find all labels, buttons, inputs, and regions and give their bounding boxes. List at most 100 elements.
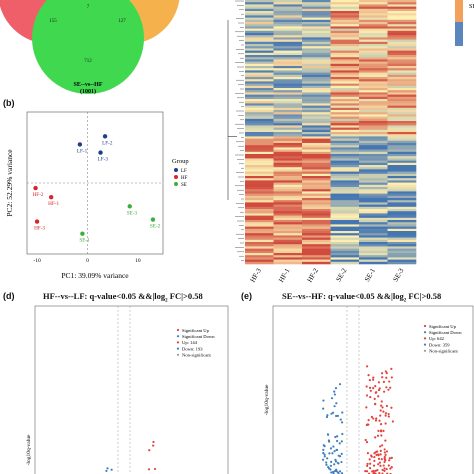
heatmap-cell — [359, 15, 388, 18]
heatmap-cell — [387, 189, 417, 192]
heatmap-cell — [359, 66, 388, 69]
heatmap-cell — [330, 239, 360, 243]
heatmap-cell — [273, 77, 303, 80]
heatmap-cell — [273, 136, 303, 139]
heatmap-cell — [330, 103, 360, 106]
heatmap-cell — [273, 118, 303, 122]
heatmap-cell — [330, 261, 360, 265]
heatmap-cell — [387, 156, 417, 159]
heatmap-cell — [359, 116, 388, 120]
volcano-point — [377, 453, 380, 456]
volcano-point — [377, 463, 380, 466]
heatmap-cell — [245, 136, 274, 139]
volcano-point — [106, 467, 109, 470]
heatmap-cell — [302, 101, 331, 104]
heatmap-cell — [359, 189, 388, 192]
heatmap-cell — [359, 17, 388, 21]
volcano-point — [332, 445, 335, 448]
heatmap-cell — [273, 158, 303, 161]
heatmap-cell — [359, 204, 388, 208]
heatmap-cell — [273, 94, 303, 98]
heatmap-cell — [302, 90, 331, 93]
heatmap-cell — [245, 57, 274, 60]
pca-xtick-label: 0 — [86, 258, 89, 264]
volcano-point — [377, 429, 380, 432]
heatmap-cell — [245, 202, 274, 205]
heatmap-cell — [387, 118, 417, 122]
heatmap-cell — [245, 259, 274, 263]
heatmap-cell — [273, 228, 303, 232]
heatmap-cell — [330, 147, 360, 150]
heatmap-cell — [245, 24, 274, 27]
heatmap-cell — [273, 191, 303, 194]
volcano-point — [335, 402, 338, 405]
heatmap-cell — [273, 101, 303, 104]
pca-point — [80, 231, 85, 236]
pca-legend-swatch — [174, 168, 178, 172]
heatmap-cell — [359, 74, 388, 78]
volcano-point — [333, 450, 336, 453]
pca-point-label: HF-1 — [48, 201, 59, 207]
heatmap-cell — [302, 239, 331, 243]
heatmap-cell — [330, 140, 360, 144]
heatmap-cell — [359, 88, 388, 91]
heatmap-cell — [302, 125, 331, 128]
heatmap-cell — [387, 257, 417, 260]
heatmap-cell — [359, 90, 388, 93]
heatmap-cell — [359, 224, 388, 227]
heatmap-cell — [359, 235, 388, 238]
volcano-point — [335, 414, 338, 418]
heatmap-cell — [387, 143, 417, 146]
heatmap-cell — [302, 88, 331, 91]
heatmap-cell — [302, 187, 331, 190]
heatmap-cell — [245, 81, 274, 84]
volcano-point — [384, 459, 387, 462]
heatmap-cell — [273, 154, 303, 157]
heatmap-cell — [273, 147, 303, 150]
volcano-point — [110, 468, 113, 471]
heatmap-cell — [245, 96, 274, 100]
heatmap-cell — [245, 209, 274, 212]
heatmap-cell — [273, 63, 303, 67]
heatmap-cell — [387, 206, 417, 210]
heatmap-cell — [359, 250, 388, 254]
heatmap-cell — [387, 83, 417, 87]
heatmap-cell — [359, 195, 388, 199]
heatmap-cell — [359, 228, 388, 232]
volcano-point — [365, 385, 368, 388]
heatmap-cell — [245, 127, 274, 131]
heatmap-cell — [302, 28, 331, 32]
heatmap-column-label: SE-1 — [363, 267, 377, 284]
volcano-point — [340, 421, 344, 424]
heatmap-cell — [330, 259, 360, 263]
volcano-legend-swatch — [423, 343, 427, 346]
heatmap-cell — [359, 145, 388, 148]
heatmap-cell — [330, 171, 360, 175]
heatmap-cell — [359, 129, 388, 133]
heatmap-cell — [302, 228, 331, 232]
heatmap-cell — [387, 134, 417, 137]
volcano-point — [367, 374, 370, 377]
heatmap-cell — [330, 112, 360, 115]
heatmap-cell — [359, 81, 388, 84]
heatmap-cell — [330, 228, 360, 232]
heatmap-cell — [359, 59, 388, 62]
heatmap-cell — [359, 169, 388, 172]
heatmap-cell — [302, 15, 331, 18]
heatmap-cell — [387, 178, 417, 181]
heatmap-cell — [273, 237, 303, 241]
pca-point-label: LF-3 — [98, 157, 109, 163]
heatmap-cell — [359, 114, 388, 117]
heatmap-cell — [330, 213, 360, 216]
volcano-point — [383, 451, 386, 454]
volcano-point — [390, 376, 393, 379]
heatmap-cell — [359, 237, 388, 241]
heatmap-cell — [359, 8, 388, 12]
heatmap-cell — [330, 132, 360, 135]
heatmap-cell — [245, 63, 274, 67]
heatmap-cell — [302, 105, 331, 109]
heatmap-cell — [273, 224, 303, 227]
heatmap-cell — [302, 226, 331, 230]
heatmap-cell — [359, 57, 388, 60]
row-dendrogram — [227, 0, 244, 261]
